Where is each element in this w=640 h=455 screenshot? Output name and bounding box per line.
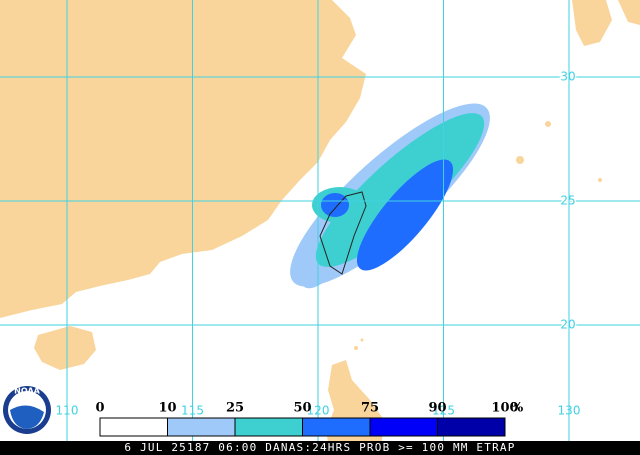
latitude-label: 25: [560, 194, 575, 208]
legend-label: 0: [95, 401, 104, 416]
legend-label: 100: [491, 401, 518, 416]
logo-text: NOAA: [14, 387, 40, 396]
longitude-label: 130: [558, 404, 581, 418]
rain-field: [290, 103, 490, 289]
longitude-label: 115: [181, 404, 204, 418]
rain-area: [356, 159, 454, 271]
legend-swatch: [302, 417, 371, 437]
footer-text: 6 JUL 25187 06:00 DANAS:24HRS PROB >= 10…: [124, 441, 515, 454]
rain-area: [321, 193, 349, 217]
legend-swatch: [369, 417, 438, 437]
latitude-label: 30: [560, 70, 575, 84]
legend-label: 25: [226, 401, 244, 416]
logo-wave: [10, 405, 44, 429]
longitude-label: 125: [432, 404, 455, 418]
legend-label: 90: [428, 401, 446, 416]
latitude-label: 20: [560, 318, 575, 332]
longitude-label: 110: [56, 404, 79, 418]
legend-swatch: [234, 417, 303, 437]
legend: 0 10 25 50 75 90 100%: [95, 401, 524, 437]
legend-label: 50: [293, 401, 311, 416]
longitude-label: 120: [307, 404, 330, 418]
legend-swatch: [437, 417, 506, 437]
legend-label: 75: [361, 401, 379, 416]
legend-swatch: [167, 417, 236, 437]
taiwan-outline: [319, 191, 367, 275]
legend-label: 10: [158, 401, 176, 416]
legend-swatch: [99, 417, 168, 437]
footer-bar: [0, 441, 640, 455]
noaa-logo: NOAA: [3, 386, 51, 434]
grid: 30 25 20 110 115 120 125 130: [0, 0, 640, 441]
legend-unit: %: [511, 401, 524, 416]
